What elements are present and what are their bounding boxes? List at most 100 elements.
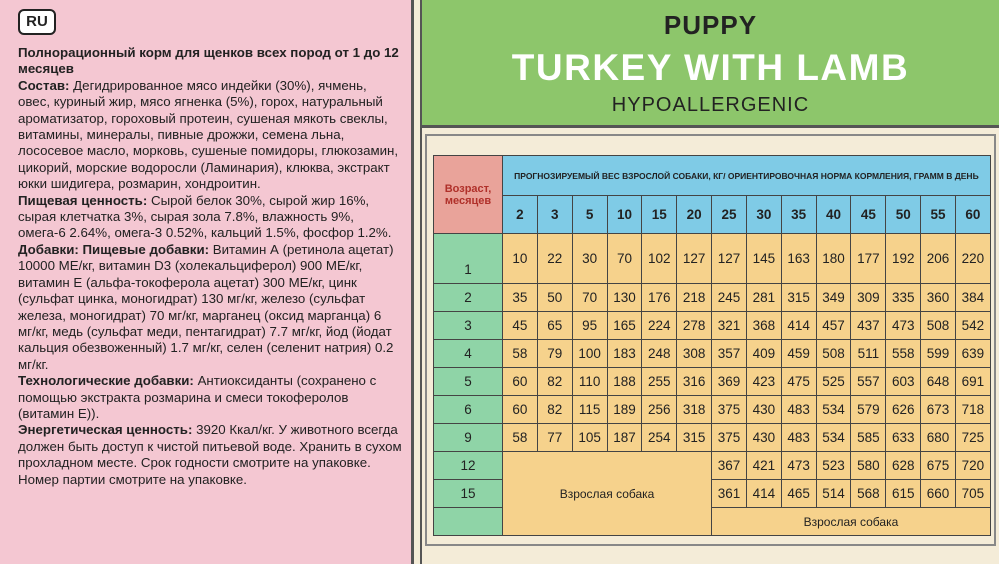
value-cell: 110 xyxy=(571,367,608,396)
value-cell: 192 xyxy=(885,233,922,284)
value-cell: 409 xyxy=(745,339,782,368)
value-cell: 421 xyxy=(745,451,782,480)
paragraph: Энергетическая ценность: 3920 Ккал/кг. У… xyxy=(18,422,402,488)
paragraph-label: Технологические добавки: xyxy=(18,373,194,389)
value-cell: 218 xyxy=(676,283,713,312)
paragraph-text: Витамин А (ретинола ацетат) 10000 МЕ/кг,… xyxy=(18,241,394,372)
value-cell: 459 xyxy=(780,339,817,368)
value-cell: 318 xyxy=(676,395,713,424)
weight-cell: 30 xyxy=(745,195,782,234)
header-line: HYPOALLERGENIC xyxy=(611,94,810,116)
weight-cell: 35 xyxy=(780,195,817,234)
value-cell: 360 xyxy=(920,283,956,312)
value-cell: 361 xyxy=(711,479,747,508)
paragraph-label: Полнорационный корм для щенков всех поро… xyxy=(18,45,399,77)
paragraph-text: Сырой белок 30%, сырой жир 16%, сырая кл… xyxy=(18,192,392,241)
header-row: Возраст, месяцев ПРОГНОЗИРУЕМЫЙ ВЕС ВЗРОС… xyxy=(433,155,991,234)
paragraph-label: Энергетическая ценность: xyxy=(18,422,193,438)
weight-cell: 15 xyxy=(641,195,678,234)
table-row: 3 45 65 95 165 224 278 321 368 414 457 437 473 508 542 xyxy=(433,311,991,340)
value-cell: 10 xyxy=(502,233,538,284)
value-cell: 58 xyxy=(502,423,538,452)
value-cell: 680 xyxy=(920,423,956,452)
value-cell: 558 xyxy=(885,339,922,368)
age-cell xyxy=(433,507,503,536)
weight-row: 2 3 5 10 15 20 25 30 35 40 45 50 55 60 xyxy=(434,195,991,234)
age-cell: 5 xyxy=(433,367,503,396)
value-cell: 579 xyxy=(850,395,887,424)
value-cell: 100 xyxy=(571,339,608,368)
value-cell: 705 xyxy=(954,479,991,508)
age-cell: 4 xyxy=(433,339,503,368)
value-cell: 585 xyxy=(850,423,887,452)
weight-cell: 3 xyxy=(536,195,573,234)
value-cell: 414 xyxy=(745,479,782,508)
value-cell: 105 xyxy=(571,423,608,452)
value-cell: 60 xyxy=(502,367,538,396)
value-cell: 206 xyxy=(920,233,956,284)
value-cell: 245 xyxy=(711,283,747,312)
paragraph: Пищевая ценность: Сырой белок 30%, сырой… xyxy=(18,193,402,242)
value-cell: 22 xyxy=(536,233,573,284)
value-cell: 368 xyxy=(745,311,782,340)
table-row: 5 60 82 110 188 255 316 369 423 475 525 557 603 648 69… xyxy=(433,367,991,396)
value-cell: 628 xyxy=(885,451,922,480)
value-cell: 335 xyxy=(885,283,922,312)
age-cell: 15 xyxy=(433,479,503,508)
value-cell: 514 xyxy=(815,479,852,508)
value-cell: 639 xyxy=(954,339,991,368)
value-cell: 224 xyxy=(641,311,678,340)
value-cell: 127 xyxy=(711,233,747,284)
value-cell: 534 xyxy=(815,395,852,424)
value-cell: 615 xyxy=(885,479,922,508)
weight-cell: 5 xyxy=(571,195,608,234)
age-cell: 3 xyxy=(433,311,503,340)
value-cell: 180 xyxy=(815,233,852,284)
paragraph: Полнорационный корм для щенков всех поро… xyxy=(18,45,402,78)
left-panel: RU Полнорационный корм для щенков всех п… xyxy=(0,0,414,564)
value-cell: 189 xyxy=(606,395,643,424)
value-cell: 309 xyxy=(850,283,887,312)
value-cell: 580 xyxy=(850,451,887,480)
value-cell: 673 xyxy=(920,395,956,424)
value-cell: 248 xyxy=(641,339,678,368)
table-row: 6 60 82 115 189 256 318 375 430 483 534 579 626 673 71… xyxy=(433,395,991,424)
value-cell: 525 xyxy=(815,367,852,396)
value-cell: 542 xyxy=(954,311,991,340)
value-cell: 315 xyxy=(676,423,713,452)
header-title: TURKEY WITH LAMB xyxy=(511,47,910,88)
value-cell: 568 xyxy=(850,479,887,508)
value-cell: 308 xyxy=(676,339,713,368)
header-line: PUPPY xyxy=(663,10,758,40)
value-cell: 95 xyxy=(571,311,608,340)
value-cell: 70 xyxy=(571,283,608,312)
value-cell: 220 xyxy=(954,233,991,284)
value-cell: 163 xyxy=(780,233,817,284)
value-cell: 384 xyxy=(954,283,991,312)
value-cell: 165 xyxy=(606,311,643,340)
table-row: 4 58 79 100 183 248 308 357 409 459 508 511 558 599 63… xyxy=(433,339,991,368)
value-cell: 457 xyxy=(815,311,852,340)
value-cell: 367 xyxy=(711,451,747,480)
paragraph-text: 3920 Ккал/кг. У животного всегда должен … xyxy=(18,422,402,487)
value-cell: 254 xyxy=(641,423,678,452)
value-cell: 534 xyxy=(815,423,852,452)
age-cell: 12 xyxy=(433,451,503,480)
table-row: 15 361 414 465 514 568 615 660 705 xyxy=(433,479,991,508)
adult-cell: Взрослая собака xyxy=(501,451,713,536)
value-cell: 718 xyxy=(954,395,991,424)
value-cell: 626 xyxy=(885,395,922,424)
value-cell: 423 xyxy=(745,367,782,396)
value-cell: 145 xyxy=(745,233,782,284)
paragraph: Состав: Дегидрированное мясо индейки (30… xyxy=(18,78,402,193)
age-cell: 1 xyxy=(433,233,503,284)
value-cell: 316 xyxy=(676,367,713,396)
value-cell: 375 xyxy=(711,423,747,452)
weight-cell: 2 xyxy=(502,195,538,234)
value-cell: 660 xyxy=(920,479,956,508)
value-cell: 30 xyxy=(571,233,608,284)
language-badge: RU xyxy=(18,9,56,35)
description: Полнорационный корм для щенков всех поро… xyxy=(18,45,402,488)
value-cell: 187 xyxy=(606,423,643,452)
